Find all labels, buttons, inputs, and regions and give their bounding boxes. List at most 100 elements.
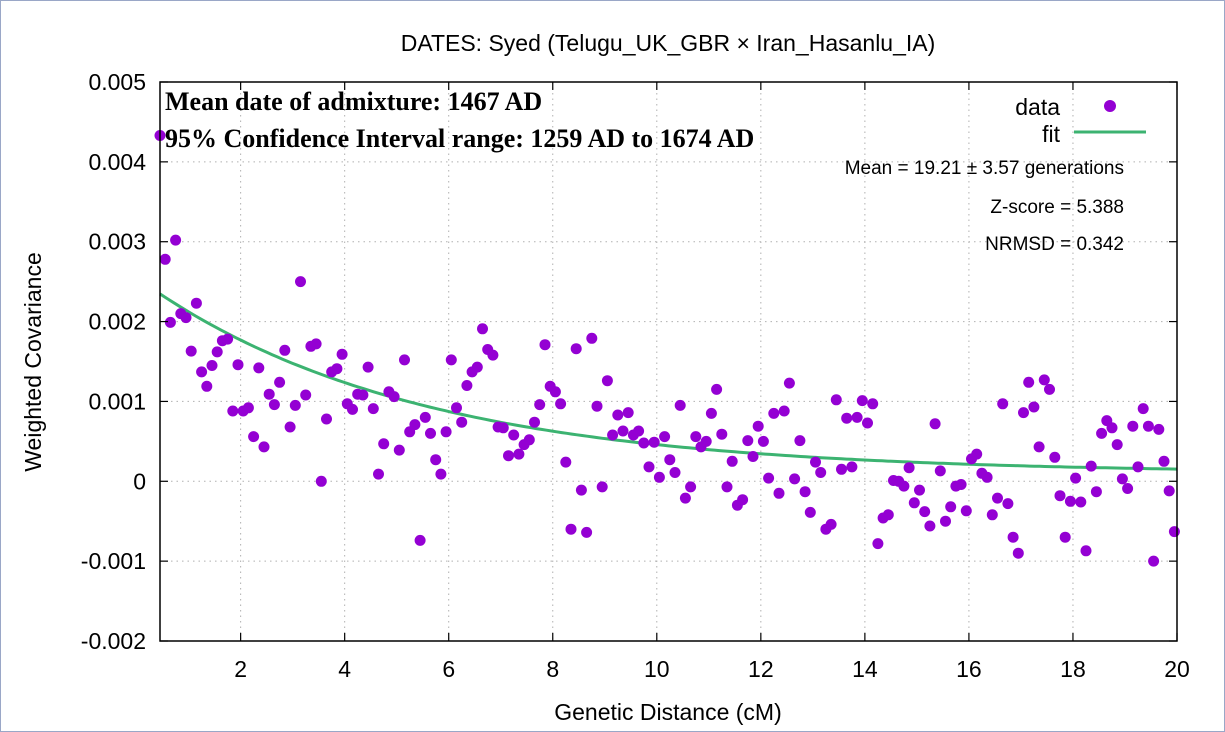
data-point xyxy=(1038,374,1050,386)
data-point xyxy=(752,420,764,432)
fit-layer xyxy=(159,292,1178,471)
y-tick-label: 0.001 xyxy=(88,388,146,414)
data-point xyxy=(789,473,801,485)
data-point xyxy=(523,434,535,446)
data-point xyxy=(737,494,749,506)
data-point xyxy=(700,435,712,447)
data-point xyxy=(242,402,254,414)
y-tick-label: 0.003 xyxy=(88,229,146,255)
data-point xyxy=(591,400,603,412)
data-point xyxy=(783,377,795,389)
data-point xyxy=(1028,401,1040,413)
data-point xyxy=(159,253,171,265)
data-point xyxy=(1132,461,1144,473)
data-point xyxy=(336,348,348,360)
data-point xyxy=(992,492,1003,504)
data-point xyxy=(378,438,390,450)
data-point xyxy=(742,435,754,447)
data-point xyxy=(867,398,879,410)
data-point xyxy=(1007,531,1019,543)
data-point xyxy=(185,345,197,357)
data-point xyxy=(778,405,790,417)
data-point xyxy=(1153,423,1165,435)
data-point xyxy=(295,276,306,288)
data-point xyxy=(955,479,967,490)
data-point xyxy=(430,454,442,466)
data-point xyxy=(227,405,239,417)
data-point xyxy=(716,428,728,440)
data-point xyxy=(711,383,723,395)
data-point xyxy=(836,463,847,475)
data-point xyxy=(284,421,296,433)
ticks xyxy=(160,81,1178,642)
data-point xyxy=(914,484,925,496)
data-point xyxy=(1002,498,1014,510)
data-point xyxy=(721,481,733,493)
data-point xyxy=(1023,376,1035,388)
annotation-admixture-date: Mean date of admixture: 1467 AD xyxy=(165,87,542,116)
data-point xyxy=(289,399,301,411)
data-point xyxy=(497,422,509,434)
data-point xyxy=(804,506,816,518)
data-point xyxy=(1158,455,1170,467)
data-point xyxy=(347,403,358,415)
data-point xyxy=(357,389,369,401)
data-point xyxy=(1080,545,1092,557)
data-point xyxy=(841,412,853,424)
data-point xyxy=(367,403,379,415)
data-point xyxy=(799,486,811,498)
data-point xyxy=(768,407,780,419)
data-point xyxy=(456,416,468,428)
data-point xyxy=(773,487,785,499)
annotation-confidence-interval: 95% Confidence Interval range: 1259 AD t… xyxy=(165,124,754,153)
x-tick-label: 20 xyxy=(1164,656,1190,682)
data-point xyxy=(503,450,514,462)
data-point xyxy=(1018,407,1029,419)
data-point xyxy=(534,399,546,411)
data-point xyxy=(674,399,686,411)
data-point xyxy=(300,389,312,401)
data-point xyxy=(1075,496,1087,508)
data-point xyxy=(633,425,645,437)
data-point xyxy=(945,501,957,513)
data-point xyxy=(581,526,593,538)
data-point xyxy=(399,354,410,366)
data-point xyxy=(1106,422,1118,434)
data-point xyxy=(596,481,608,493)
data-point xyxy=(196,366,208,378)
data-point xyxy=(664,454,676,466)
y-tick-label: 0.005 xyxy=(88,69,146,95)
data-point xyxy=(638,437,650,449)
x-tick-label: 14 xyxy=(852,656,878,682)
data-point xyxy=(310,338,322,350)
data-point xyxy=(960,505,972,517)
data-point xyxy=(1033,441,1045,453)
data-point xyxy=(825,518,837,530)
data-point xyxy=(373,468,384,480)
data-point xyxy=(560,456,572,468)
data-point xyxy=(362,361,374,373)
y-axis-label: Weighted Covariance xyxy=(20,252,46,471)
data-point xyxy=(321,413,332,425)
data-point xyxy=(815,467,827,478)
data-point xyxy=(1012,547,1024,559)
data-point xyxy=(924,520,936,532)
data-point xyxy=(1163,485,1175,497)
data-point xyxy=(872,538,884,550)
data-point xyxy=(601,375,613,387)
data-point xyxy=(659,431,671,443)
data-point xyxy=(539,339,551,351)
data-point xyxy=(425,427,436,439)
data-point xyxy=(1090,486,1102,498)
y-tick-label: 0.002 xyxy=(88,309,146,335)
data-point xyxy=(248,431,260,443)
data-point xyxy=(440,426,452,438)
data-point xyxy=(940,515,951,527)
data-point xyxy=(508,429,520,441)
data-point xyxy=(679,492,691,504)
data-point xyxy=(232,359,244,371)
data-point xyxy=(586,332,598,344)
data-point xyxy=(607,429,619,441)
data-point xyxy=(487,349,499,361)
